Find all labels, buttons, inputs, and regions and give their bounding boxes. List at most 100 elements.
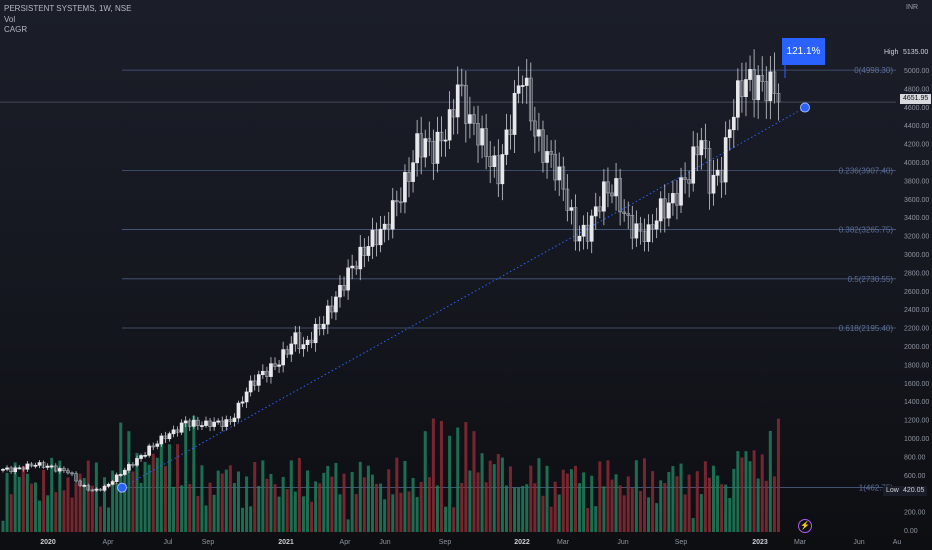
volume-bar	[683, 494, 687, 532]
candle-body	[573, 207, 578, 242]
volume-bar	[107, 507, 111, 532]
candle-body	[650, 224, 655, 230]
volume-bar	[147, 464, 151, 532]
volume-bar	[167, 444, 171, 532]
volume-bar	[610, 479, 614, 532]
volume-bar	[752, 450, 756, 532]
candle-body	[167, 433, 172, 440]
volume-bar	[13, 462, 17, 532]
candle-body	[524, 77, 529, 86]
volume-bar	[184, 423, 188, 532]
volume-bar	[200, 465, 204, 532]
y-tick-label: 1000.00	[904, 436, 929, 443]
candle-body	[439, 131, 444, 142]
candle-body	[642, 230, 647, 242]
candle-body	[585, 224, 590, 242]
lightning-icon[interactable]: ⚡	[798, 519, 812, 533]
candle-body	[520, 85, 525, 87]
candle-body	[25, 463, 30, 470]
candle-body	[208, 420, 212, 427]
vol-indicator-label[interactable]: Vol	[4, 14, 16, 24]
candle-body	[602, 181, 606, 212]
volume-bar	[257, 485, 261, 532]
x-tick-label: 2022	[514, 539, 530, 546]
candle-body	[366, 246, 371, 256]
fib-label: 0.618(2195.40)	[839, 324, 894, 333]
volume-bar	[699, 494, 703, 532]
fib-label: 0.382(3265.75)	[839, 226, 894, 235]
cagr-end-point[interactable]	[800, 102, 810, 113]
cagr-start-point[interactable]	[117, 482, 127, 493]
volume-bar	[626, 476, 630, 532]
candle-body	[488, 156, 493, 167]
volume-bar	[358, 461, 362, 532]
y-tick-label: 3000.00	[904, 252, 929, 259]
candle-body	[411, 162, 415, 182]
volume-bar	[671, 466, 675, 532]
candle-body	[528, 77, 533, 122]
volume-bar	[236, 471, 240, 532]
cagr-indicator-label[interactable]: CAGR	[4, 25, 28, 34]
candle-body	[679, 177, 683, 206]
volume-bar	[131, 471, 135, 532]
candle-body	[45, 465, 50, 468]
volume-bar	[21, 465, 25, 532]
volume-bar	[687, 474, 691, 532]
candle-body	[736, 80, 740, 118]
chart-legend: PERSISTENT SYSTEMS, 1W, NSE Vol CAGR	[4, 4, 131, 36]
candle-body	[569, 207, 574, 211]
candle-body	[236, 402, 241, 419]
candle-body	[537, 129, 541, 137]
candle-body	[374, 229, 379, 246]
candle-body	[468, 114, 472, 124]
candle-body	[147, 445, 152, 456]
volume-bar	[334, 462, 338, 532]
volume-bar	[224, 469, 228, 532]
candle-body	[82, 485, 87, 487]
candle-body	[151, 445, 156, 448]
candle-body	[593, 206, 598, 217]
x-tick-label: 2023	[752, 539, 768, 546]
candle-body	[431, 140, 436, 164]
volume-bar	[143, 461, 147, 532]
volume-bar	[411, 477, 415, 532]
candle-body	[484, 128, 488, 157]
candle-body	[731, 116, 736, 131]
candle-body	[196, 419, 200, 427]
x-tick-label: 2021	[278, 539, 294, 546]
volume-bar	[707, 477, 711, 532]
cagr-value-box: 121.1%	[782, 38, 825, 65]
candle-body	[565, 188, 570, 211]
candle-body	[614, 178, 618, 197]
volume-bar	[403, 460, 407, 532]
candle-body	[232, 417, 237, 423]
candle-body	[163, 435, 168, 440]
candle-body	[695, 146, 700, 156]
volume-bar	[724, 484, 728, 532]
volume-bar	[346, 519, 350, 532]
candle-body	[496, 155, 501, 185]
volume-bar	[208, 482, 212, 532]
x-tick-label: 2020	[40, 539, 56, 546]
volume-bar	[573, 465, 577, 532]
candle-body	[707, 148, 712, 194]
candle-body	[476, 122, 480, 146]
volume-bar	[642, 458, 646, 532]
volume-bar	[289, 460, 293, 532]
candle-body	[727, 129, 732, 138]
volume-bar	[391, 494, 395, 532]
volume-bar	[533, 483, 537, 532]
volume-bar	[561, 469, 565, 532]
candle-body	[386, 223, 391, 230]
volume-bar	[38, 500, 42, 532]
volume-bar	[82, 477, 86, 532]
cagr-trend-line	[121, 107, 806, 489]
volume-bar	[78, 473, 82, 532]
candle-body	[301, 344, 306, 350]
candle-body	[541, 129, 545, 163]
candle-body	[86, 485, 91, 491]
candle-body	[776, 93, 781, 103]
candle-body	[122, 469, 127, 475]
volume-bar	[553, 481, 557, 532]
